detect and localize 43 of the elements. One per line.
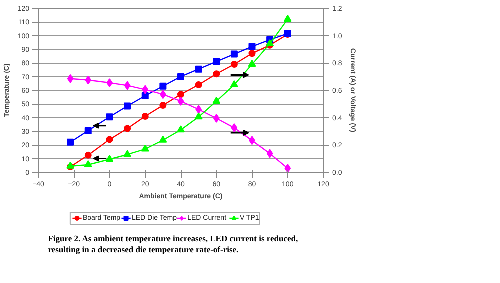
point — [230, 50, 238, 58]
point — [141, 144, 150, 152]
point — [178, 96, 184, 106]
point — [178, 91, 184, 98]
point — [195, 66, 202, 73]
point — [178, 73, 184, 80]
point — [160, 82, 167, 90]
point — [67, 74, 74, 84]
point — [106, 154, 114, 162]
point — [159, 136, 168, 143]
point — [84, 127, 92, 134]
point — [284, 14, 292, 22]
point — [266, 39, 274, 47]
point — [230, 80, 238, 88]
point — [230, 61, 238, 68]
point — [106, 114, 114, 121]
point — [142, 85, 149, 94]
point — [84, 160, 92, 168]
point — [124, 81, 131, 90]
point — [142, 112, 149, 120]
point — [248, 60, 256, 68]
point — [85, 76, 92, 85]
point — [124, 102, 132, 110]
caption: Figure 2. As ambient temperature increases, LED current is reduced, resulting in a decreased die temperature rate-of-rise. — [48, 234, 298, 254]
point — [284, 164, 292, 172]
point — [213, 70, 220, 78]
point — [124, 150, 132, 158]
point — [195, 82, 202, 89]
point — [124, 125, 132, 132]
point — [177, 126, 185, 133]
point — [213, 58, 220, 66]
point — [67, 138, 74, 146]
point — [248, 43, 256, 50]
point — [248, 50, 256, 58]
point — [160, 102, 167, 110]
point — [84, 152, 92, 159]
point — [213, 114, 220, 124]
point — [142, 92, 149, 100]
point — [194, 112, 203, 120]
point — [266, 149, 274, 158]
point — [231, 124, 238, 133]
point — [106, 136, 114, 144]
point — [212, 96, 221, 104]
